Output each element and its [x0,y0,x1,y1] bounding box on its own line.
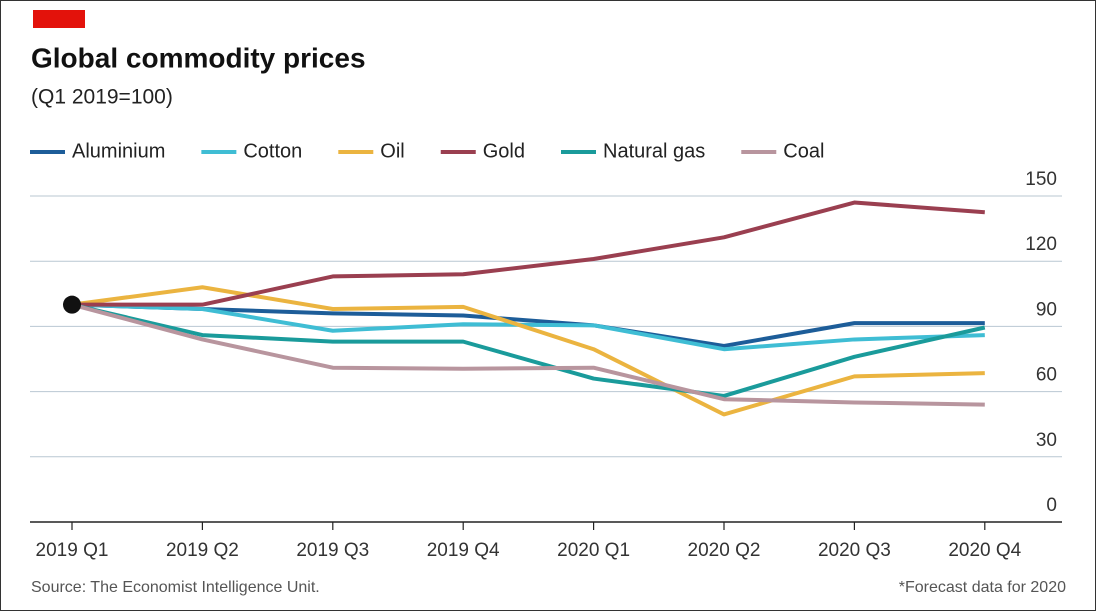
y-tick-label: 0 [1046,495,1057,516]
y-tick-label: 90 [1036,299,1057,320]
chart-subtitle: (Q1 2019=100) [31,86,173,109]
x-tick-label: 2020 Q4 [948,540,1021,561]
x-tick-label: 2020 Q2 [688,540,761,561]
series-line [71,302,986,398]
y-tick-label: 60 [1036,365,1057,386]
y-tick-label: 120 [1025,234,1057,255]
y-tick-label: 30 [1036,430,1057,451]
index-point [63,295,81,314]
x-tick-label: 2019 Q4 [427,540,500,561]
legend-label: Aluminium [72,140,165,162]
legend-label: Cotton [243,140,302,162]
series-line [72,200,985,307]
series-line [71,302,985,352]
x-tick-label: 2019 Q3 [296,540,369,561]
series-line [71,302,985,407]
x-tick-label: 2019 Q1 [36,540,109,561]
x-tick-label: 2020 Q1 [557,540,630,561]
forecast-note: *Forecast data for 2020 [899,579,1066,596]
legend-label: Gold [483,140,525,162]
source-note: Source: The Economist Intelligence Unit. [31,579,320,596]
series-line [71,285,985,417]
legend-label: Coal [783,140,824,162]
x-tick-label: 2020 Q3 [818,540,891,561]
legend-label: Natural gas [603,140,705,162]
legend-label: Oil [380,140,404,162]
chart-title: Global commodity prices [31,42,366,73]
series-line [71,302,985,348]
x-tick-label: 2019 Q2 [166,540,239,561]
y-tick-label: 150 [1025,169,1057,190]
brand-bar [33,10,85,28]
